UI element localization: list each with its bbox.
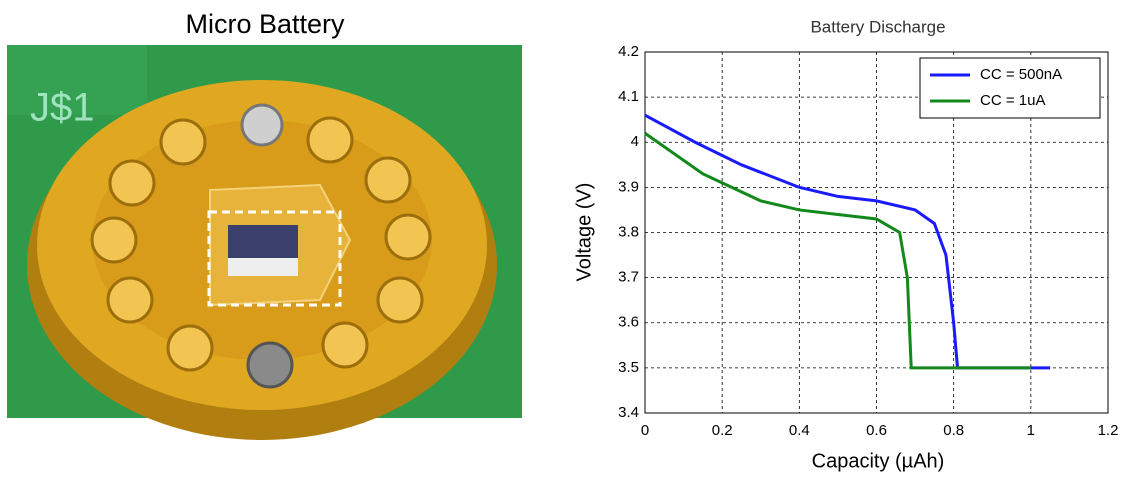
- x-tick-label: 1: [1027, 422, 1035, 439]
- y-tick-label: 4.1: [618, 88, 639, 105]
- x-axis-label: Capacity (µAh): [812, 450, 945, 472]
- legend-label: CC = 500nA: [980, 66, 1062, 83]
- photo: J$1: [7, 45, 522, 440]
- legend-box: [919, 57, 1101, 119]
- x-tick-label: 0.4: [789, 422, 810, 439]
- y-tick-label: 3.9: [618, 178, 639, 195]
- series-line: [644, 113, 1051, 370]
- y-axis-label: Voltage (V): [573, 183, 595, 282]
- y-tick-label: 3.5: [618, 359, 639, 376]
- y-tick-label: 3.4: [618, 404, 639, 421]
- y-tick-label: 3.7: [618, 269, 639, 286]
- chart-title: Battery Discharge: [810, 17, 945, 36]
- y-tick-label: 4.2: [618, 43, 639, 60]
- x-tick-label: 0.6: [866, 422, 887, 439]
- x-tick-label: 0.2: [712, 422, 733, 439]
- y-tick-label: 3.6: [618, 314, 639, 331]
- y-tick-label: 4: [631, 133, 639, 150]
- legend-label: CC = 1uA: [980, 92, 1045, 109]
- y-tick-label: 3.8: [618, 223, 639, 240]
- x-tick-label: 0.8: [943, 422, 964, 439]
- x-tick-label: 1.2: [1098, 422, 1119, 439]
- series-line: [644, 131, 1031, 370]
- svg-text:J$1: J$1: [30, 86, 95, 130]
- photo-title: Micro Battery: [185, 9, 345, 39]
- x-tick-label: 0: [641, 422, 649, 439]
